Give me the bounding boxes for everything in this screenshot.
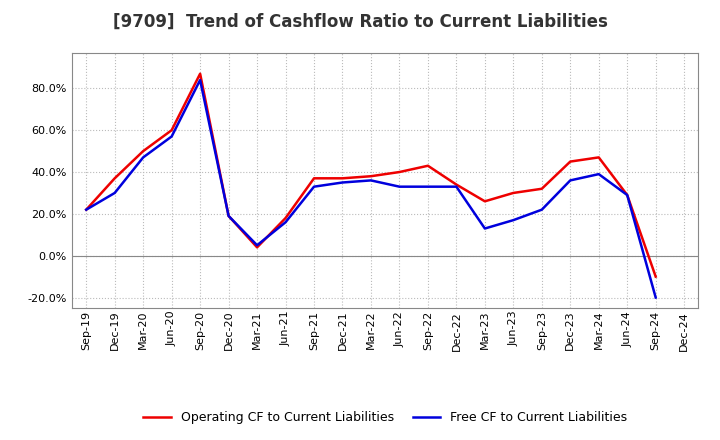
Line: Free CF to Current Liabilities: Free CF to Current Liabilities bbox=[86, 80, 656, 297]
Operating CF to Current Liabilities bbox=[423, 163, 432, 169]
Free CF to Current Liabilities bbox=[623, 192, 631, 198]
Operating CF to Current Liabilities bbox=[310, 176, 318, 181]
Operating CF to Current Liabilities bbox=[338, 176, 347, 181]
Free CF to Current Liabilities bbox=[595, 172, 603, 177]
Free CF to Current Liabilities bbox=[366, 178, 375, 183]
Free CF to Current Liabilities bbox=[110, 191, 119, 196]
Operating CF to Current Liabilities bbox=[225, 213, 233, 219]
Operating CF to Current Liabilities bbox=[537, 186, 546, 191]
Free CF to Current Liabilities bbox=[253, 242, 261, 248]
Operating CF to Current Liabilities bbox=[110, 176, 119, 181]
Free CF to Current Liabilities bbox=[480, 226, 489, 231]
Free CF to Current Liabilities bbox=[452, 184, 461, 189]
Operating CF to Current Liabilities bbox=[366, 173, 375, 179]
Free CF to Current Liabilities bbox=[509, 217, 518, 223]
Operating CF to Current Liabilities bbox=[139, 148, 148, 154]
Free CF to Current Liabilities bbox=[139, 155, 148, 160]
Operating CF to Current Liabilities bbox=[167, 128, 176, 133]
Operating CF to Current Liabilities bbox=[652, 274, 660, 279]
Operating CF to Current Liabilities bbox=[82, 207, 91, 213]
Legend: Operating CF to Current Liabilities, Free CF to Current Liabilities: Operating CF to Current Liabilities, Fre… bbox=[143, 411, 627, 424]
Free CF to Current Liabilities bbox=[537, 207, 546, 213]
Free CF to Current Liabilities bbox=[423, 184, 432, 189]
Free CF to Current Liabilities bbox=[395, 184, 404, 189]
Free CF to Current Liabilities bbox=[652, 295, 660, 300]
Operating CF to Current Liabilities bbox=[480, 199, 489, 204]
Operating CF to Current Liabilities bbox=[623, 192, 631, 198]
Operating CF to Current Liabilities bbox=[595, 155, 603, 160]
Free CF to Current Liabilities bbox=[310, 184, 318, 189]
Free CF to Current Liabilities bbox=[338, 180, 347, 185]
Operating CF to Current Liabilities bbox=[509, 191, 518, 196]
Operating CF to Current Liabilities bbox=[452, 182, 461, 187]
Free CF to Current Liabilities bbox=[566, 178, 575, 183]
Operating CF to Current Liabilities bbox=[253, 245, 261, 250]
Free CF to Current Liabilities bbox=[196, 77, 204, 83]
Free CF to Current Liabilities bbox=[282, 220, 290, 225]
Operating CF to Current Liabilities bbox=[282, 216, 290, 221]
Line: Operating CF to Current Liabilities: Operating CF to Current Liabilities bbox=[86, 74, 656, 277]
Operating CF to Current Liabilities bbox=[566, 159, 575, 164]
Operating CF to Current Liabilities bbox=[196, 71, 204, 77]
Free CF to Current Liabilities bbox=[225, 213, 233, 219]
Operating CF to Current Liabilities bbox=[395, 169, 404, 175]
Text: [9709]  Trend of Cashflow Ratio to Current Liabilities: [9709] Trend of Cashflow Ratio to Curren… bbox=[112, 13, 608, 31]
Free CF to Current Liabilities bbox=[82, 207, 91, 213]
Free CF to Current Liabilities bbox=[167, 134, 176, 139]
